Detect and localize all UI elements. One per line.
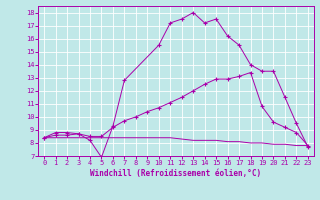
X-axis label: Windchill (Refroidissement éolien,°C): Windchill (Refroidissement éolien,°C) [91, 169, 261, 178]
